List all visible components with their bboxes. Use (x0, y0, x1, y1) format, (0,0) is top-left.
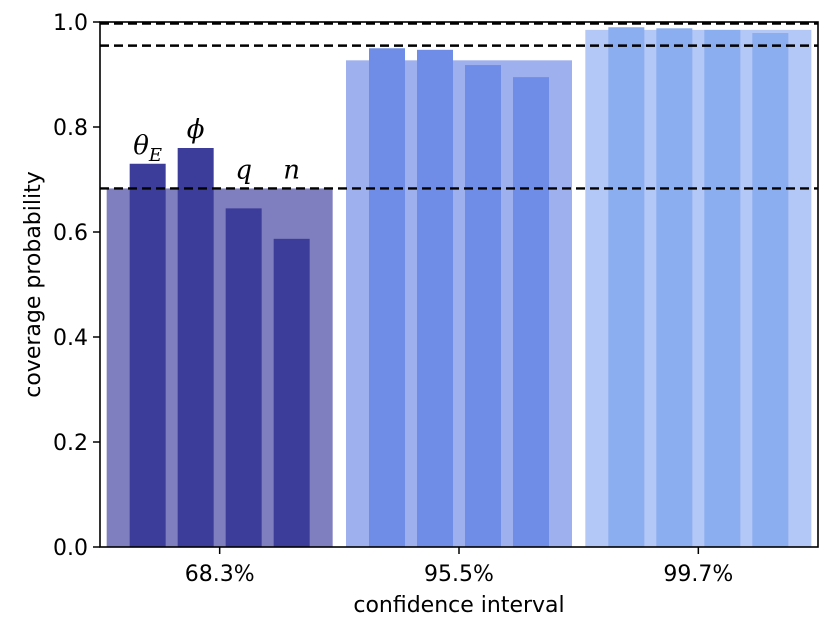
y-tick-label: 0.2 (53, 431, 88, 456)
parameter-bar (465, 65, 501, 548)
parameter-label: ϕ (187, 115, 205, 145)
parameter-bar (752, 33, 789, 547)
parameter-bar (369, 48, 405, 547)
parameter-label: n (283, 155, 300, 185)
parameter-bar (608, 27, 645, 547)
x-axis: 68.3% 95.5% 99.7% (185, 547, 733, 587)
parameter-bar (704, 29, 741, 547)
parameter-bar (273, 238, 310, 547)
x-axis-title: confidence interval (353, 593, 564, 618)
y-tick-label: 0.8 (53, 116, 88, 141)
x-tick-label: 68.3% (185, 562, 255, 587)
y-tick-label: 1.0 (53, 11, 88, 36)
parameter-bar (513, 77, 549, 547)
y-axis-title: coverage probability (21, 171, 46, 398)
y-tick-label: 0.0 (53, 536, 88, 561)
reference-lines (100, 22, 818, 190)
parameter-bars (129, 27, 789, 548)
parameter-label: q (235, 155, 252, 185)
y-axis: 0.0 0.2 0.4 0.6 0.8 1.0 (53, 11, 100, 561)
parameter-bar (225, 208, 262, 547)
y-tick-label: 0.6 (53, 221, 88, 246)
y-tick-label: 0.4 (53, 326, 88, 351)
parameter-bar (656, 28, 693, 548)
parameter-bar (177, 148, 214, 547)
parameter-labels: θE ϕq n (133, 115, 300, 185)
parameter-bar (129, 163, 166, 547)
parameter-bar (417, 49, 453, 547)
x-tick-label: 99.7% (663, 562, 733, 587)
parameter-label: θE (133, 131, 162, 166)
x-tick-label: 95.5% (424, 562, 494, 587)
